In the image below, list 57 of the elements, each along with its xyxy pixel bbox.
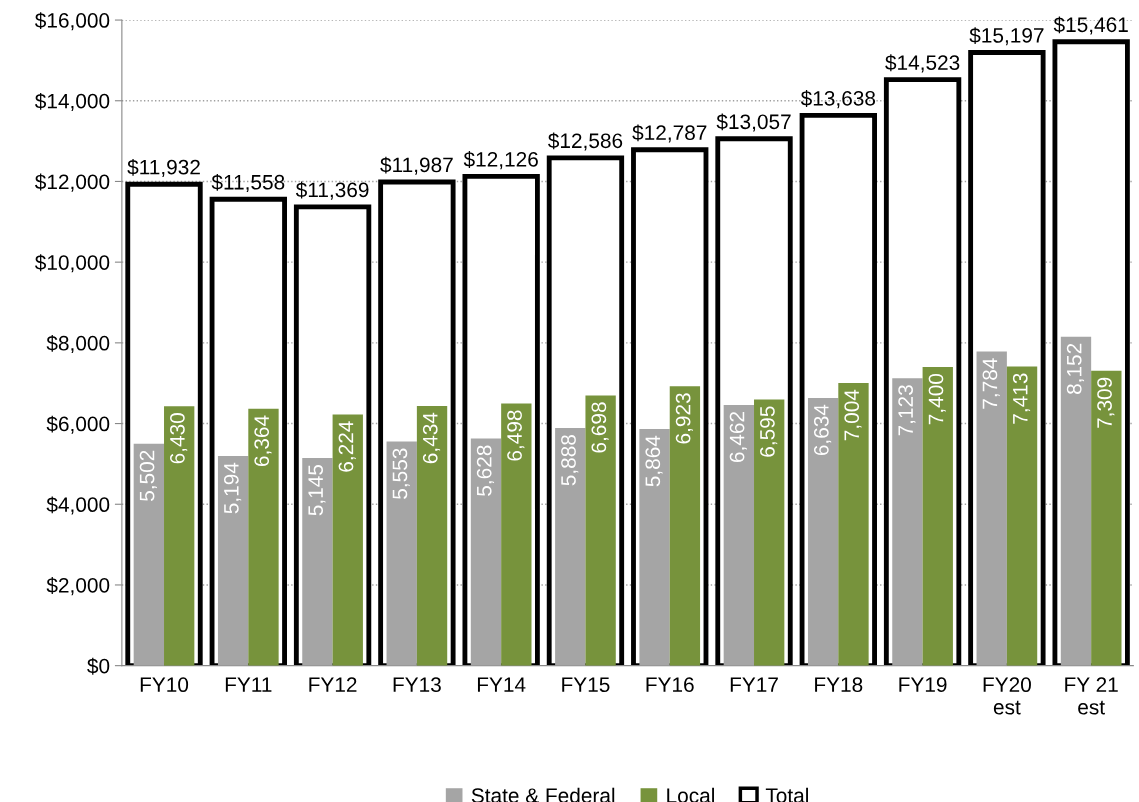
data-label: 6,923 bbox=[675, 393, 693, 444]
data-label: $11,369 bbox=[295, 181, 369, 200]
data-label: 6,698 bbox=[591, 402, 609, 453]
y-tick-label: $2,000 bbox=[46, 577, 110, 596]
data-label: $14,523 bbox=[885, 54, 960, 73]
y-tick-label: $6,000 bbox=[46, 415, 110, 434]
data-label: $11,932 bbox=[127, 158, 200, 177]
x-tick-label: FY13 bbox=[393, 677, 441, 693]
data-label: $12,126 bbox=[463, 151, 538, 170]
data-label: $11,558 bbox=[211, 173, 285, 193]
data-label: 7,784 bbox=[982, 358, 1000, 409]
y-tick-label: $8,000 bbox=[46, 334, 110, 354]
x-tick-label: FY19 bbox=[899, 677, 947, 693]
data-label: 7,413 bbox=[1012, 373, 1031, 424]
data-label: 5,194 bbox=[223, 462, 242, 514]
x-tick-label: FY14 bbox=[477, 677, 526, 692]
data-label: 6,430 bbox=[170, 413, 188, 464]
data-label: 5,145 bbox=[308, 464, 326, 516]
x-tick-label: FY15 bbox=[562, 677, 610, 693]
data-label: 6,364 bbox=[254, 415, 272, 466]
data-label: 6,634 bbox=[813, 404, 832, 456]
x-tick-label: FY 21 est bbox=[1065, 677, 1118, 715]
y-tick-label: $16,000 bbox=[34, 12, 110, 31]
data-label: 8,152 bbox=[1066, 343, 1085, 394]
x-tick-label: FY10 bbox=[140, 677, 189, 693]
x-tick-label: FY20 est bbox=[983, 677, 1031, 715]
data-label: 7,123 bbox=[898, 385, 916, 436]
data-label: $13,057 bbox=[716, 113, 791, 132]
data-label: 6,498 bbox=[507, 410, 525, 461]
data-label: 6,595 bbox=[760, 406, 778, 457]
x-tick-label: FY12 bbox=[309, 677, 357, 692]
data-label: $12,787 bbox=[632, 124, 707, 143]
data-label: $12,586 bbox=[548, 132, 623, 151]
data-label: $15,197 bbox=[969, 27, 1044, 46]
data-label: 5,553 bbox=[392, 448, 410, 499]
data-label: $15,461 bbox=[1053, 16, 1128, 35]
data-label: 7,400 bbox=[928, 373, 946, 425]
data-label: 6,434 bbox=[422, 412, 441, 464]
x-tick-label: FY16 bbox=[646, 677, 694, 693]
data-label: $11,987 bbox=[380, 156, 453, 175]
data-label: 6,224 bbox=[338, 421, 356, 472]
data-label: 5,628 bbox=[476, 445, 495, 496]
y-tick-label: $12,000 bbox=[34, 173, 110, 192]
data-label: $13,638 bbox=[800, 90, 876, 109]
y-tick-label: $0 bbox=[87, 657, 110, 675]
x-tick-label: FY18 bbox=[815, 677, 863, 693]
data-label: 7,309 bbox=[1097, 377, 1115, 428]
data-label: 5,888 bbox=[561, 435, 579, 486]
x-tick-label: FY17 bbox=[730, 677, 778, 692]
data-label: 7,004 bbox=[844, 389, 862, 441]
data-label: 6,462 bbox=[729, 412, 747, 463]
y-tick-label: $4,000 bbox=[46, 496, 110, 515]
x-tick-label: FY11 bbox=[225, 677, 272, 692]
y-tick-label: $10,000 bbox=[34, 254, 110, 273]
data-label: 5,502 bbox=[139, 450, 157, 501]
y-tick-label: $14,000 bbox=[34, 92, 110, 111]
data-label: 5,864 bbox=[645, 435, 663, 487]
